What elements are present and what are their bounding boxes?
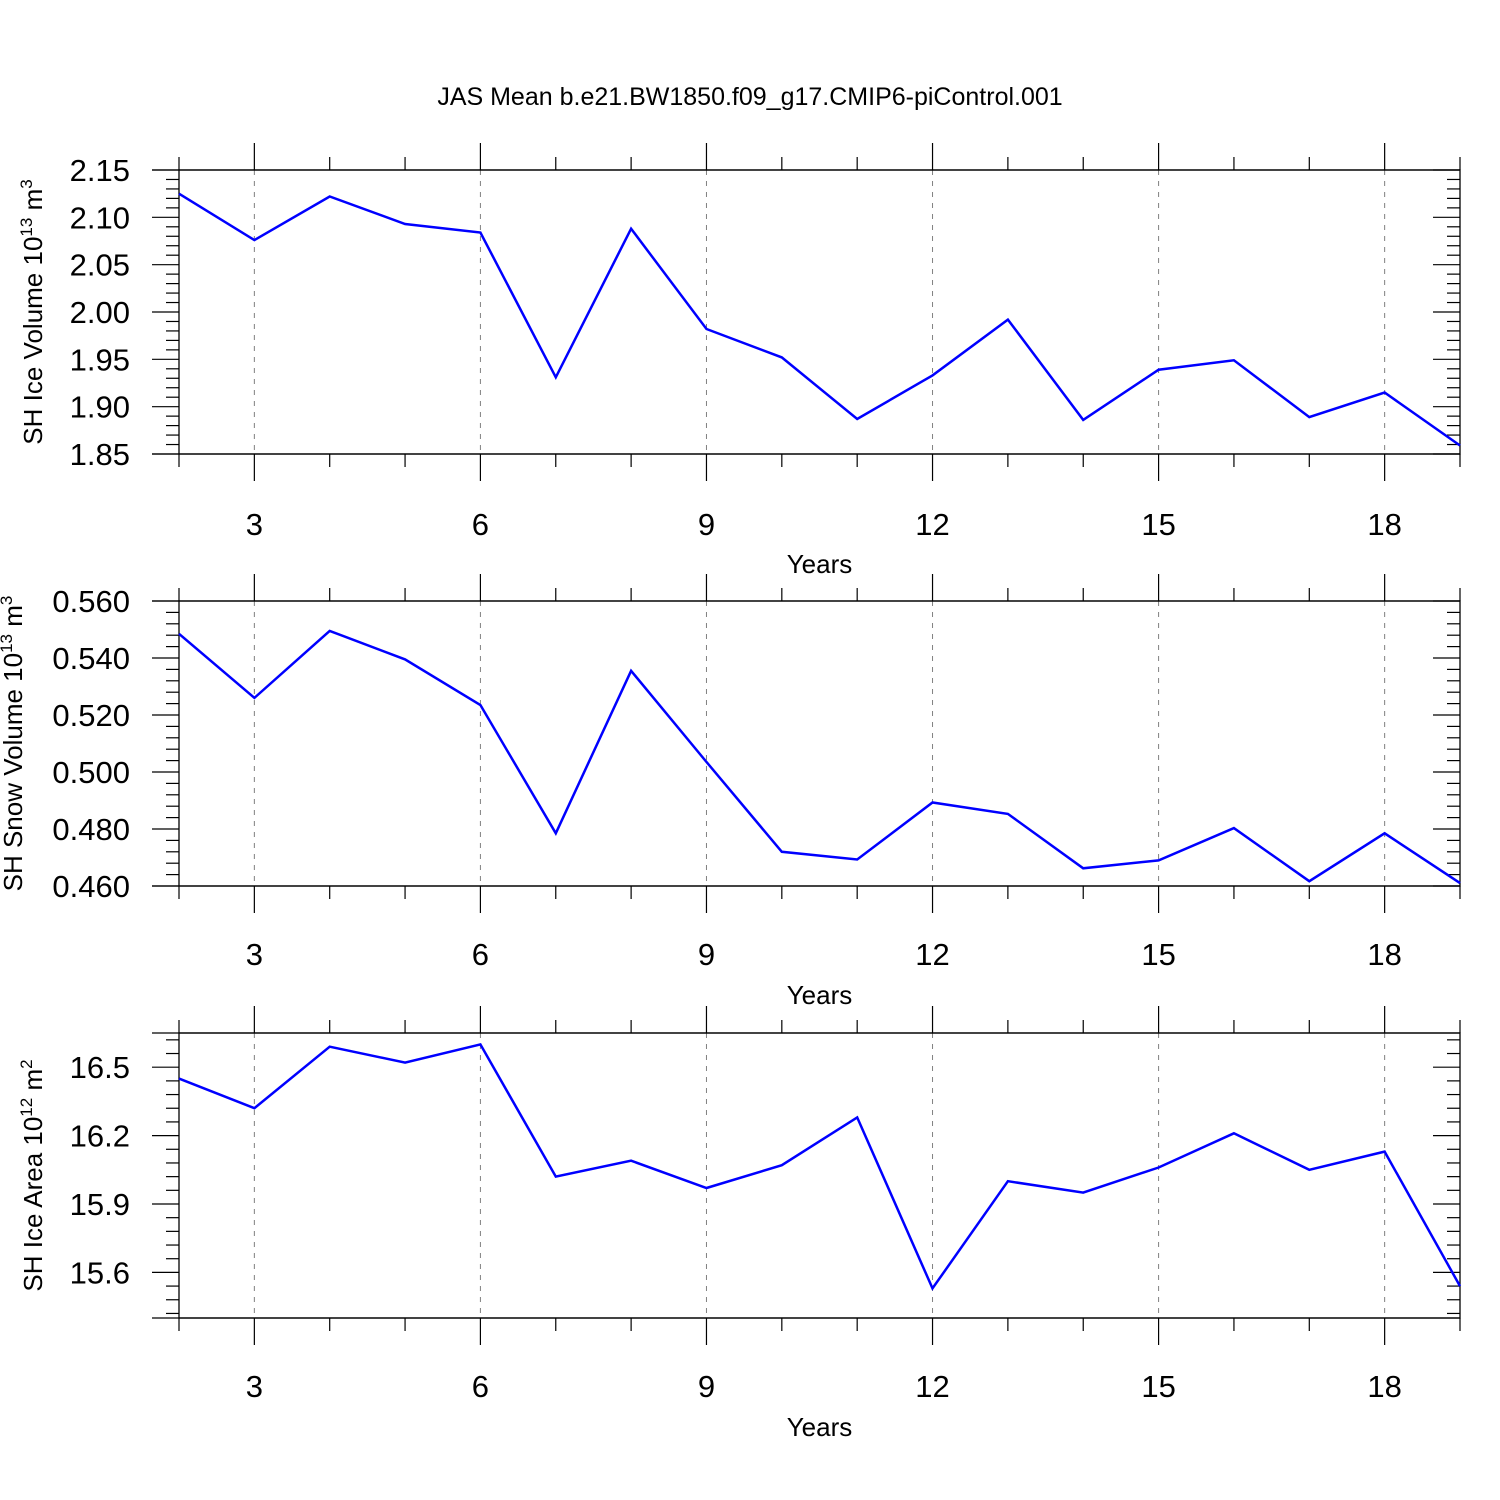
x-axis-label: Years bbox=[787, 1412, 853, 1442]
y-tick-label: 0.460 bbox=[52, 869, 130, 904]
y-tick-label: 15.6 bbox=[70, 1255, 130, 1290]
series-line bbox=[178, 629, 1461, 885]
y-tick-label: 16.5 bbox=[70, 1050, 130, 1085]
x-axis-label: Years bbox=[787, 549, 853, 579]
x-tick-label: 9 bbox=[698, 937, 715, 972]
x-tick-label: 12 bbox=[915, 937, 949, 972]
panel-2: 3 6 9 12 15 18 0.460 0.480 0.500 0.520 0.540 0.560 Y… bbox=[0, 574, 1461, 1010]
x-tick-label: 12 bbox=[915, 507, 949, 542]
y-tick-label: 0.560 bbox=[52, 584, 130, 619]
chart-title: JAS Mean b.e21.BW1850.f09_g17.CMIP6-piCo… bbox=[437, 83, 1062, 111]
y-tick-label: 0.500 bbox=[52, 755, 130, 790]
x-tick-label: 9 bbox=[698, 1369, 715, 1404]
x-tick-label: 6 bbox=[472, 1369, 489, 1404]
y-tick-label: 0.480 bbox=[52, 812, 130, 847]
y-tick-label: 1.95 bbox=[70, 342, 130, 377]
x-axis-label: Years bbox=[787, 980, 853, 1010]
series-line bbox=[178, 1042, 1462, 1291]
y-axis-label: SH Ice Volume 1013 m3 bbox=[17, 179, 48, 444]
x-tick-label: 3 bbox=[246, 1369, 263, 1404]
y-axis-label: SH Ice Area 1012 m2 bbox=[17, 1059, 48, 1291]
x-tick-label: 15 bbox=[1141, 937, 1175, 972]
x-tick-label: 18 bbox=[1367, 1369, 1401, 1404]
y-tick-label: 2.15 bbox=[70, 153, 130, 188]
panel-1: 3 6 9 12 15 18 1.85 1.90 1.95 2.00 2.05 2.10 2.15 Yea… bbox=[17, 143, 1461, 579]
x-tick-label: 6 bbox=[472, 937, 489, 972]
y-tick-label: 15.9 bbox=[70, 1187, 130, 1222]
series-line bbox=[178, 192, 1461, 447]
y-axis-label: SH Snow Volume 1013 m3 bbox=[0, 596, 28, 892]
x-tick-label: 3 bbox=[246, 937, 263, 972]
panel-3: 3 6 9 12 15 18 15.6 15.9 16.2 16.5 Years SH Ice Are… bbox=[17, 1006, 1462, 1442]
x-tick-label: 18 bbox=[1367, 507, 1401, 542]
y-tick-label: 16.2 bbox=[70, 1119, 130, 1154]
x-tick-label: 18 bbox=[1367, 937, 1401, 972]
y-tick-label: 0.540 bbox=[52, 641, 130, 676]
x-tick-label: 6 bbox=[472, 507, 489, 542]
y-tick-label: 1.85 bbox=[70, 437, 130, 472]
y-tick-label: 2.10 bbox=[70, 200, 130, 235]
x-tick-label: 15 bbox=[1141, 1369, 1175, 1404]
x-tick-label: 9 bbox=[698, 507, 715, 542]
x-tick-label: 12 bbox=[915, 1369, 949, 1404]
y-tick-label: 2.00 bbox=[70, 295, 130, 330]
x-tick-label: 15 bbox=[1141, 507, 1175, 542]
y-tick-label: 0.520 bbox=[52, 698, 130, 733]
x-tick-label: 3 bbox=[246, 507, 263, 542]
y-tick-label: 1.90 bbox=[70, 390, 130, 425]
y-tick-label: 2.05 bbox=[70, 248, 130, 283]
